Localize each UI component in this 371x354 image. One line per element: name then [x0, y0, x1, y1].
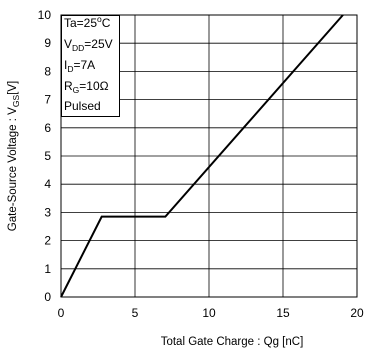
condition-id: ID=7A — [64, 58, 95, 74]
y-tick-label: 9 — [44, 36, 51, 50]
condition-mode: Pulsed — [64, 99, 101, 113]
condition-rg: RG=10Ω — [64, 79, 109, 95]
condition-vdd: VDD=25V — [64, 37, 113, 53]
x-tick-label: 0 — [58, 306, 65, 320]
x-tick-label: 10 — [202, 306, 216, 320]
gate-charge-curve — [60, 14, 344, 298]
y-tick-label: 5 — [44, 149, 51, 163]
x-tick-label: 15 — [276, 306, 290, 320]
y-tick-label: 8 — [44, 64, 51, 78]
y-tick-label: 1 — [44, 262, 51, 276]
x-tick-labels: 0 5 10 15 20 — [58, 306, 364, 320]
y-tick-label: 2 — [44, 234, 51, 248]
x-axis-label: Total Gate Charge : Qg [nC] — [161, 336, 304, 348]
plot-frame — [60, 14, 358, 298]
y-tick-labels: 0 1 2 3 4 5 6 7 8 9 10 — [38, 8, 52, 304]
y-tick-label: 10 — [38, 8, 52, 22]
condition-ta: Ta=25oC — [64, 14, 111, 30]
x-tick-label: 5 — [132, 306, 139, 320]
y-tick-label: 3 — [44, 205, 51, 219]
x-tick-label: 20 — [350, 306, 364, 320]
y-tick-label: 4 — [44, 177, 51, 191]
y-axis-label: Gate-Source Voltage : VGS[V] — [7, 81, 21, 231]
y-tick-label: 6 — [44, 121, 51, 135]
conditions-box — [61, 15, 120, 117]
y-tick-label: 7 — [44, 93, 51, 107]
y-tick-label: 0 — [44, 290, 51, 304]
